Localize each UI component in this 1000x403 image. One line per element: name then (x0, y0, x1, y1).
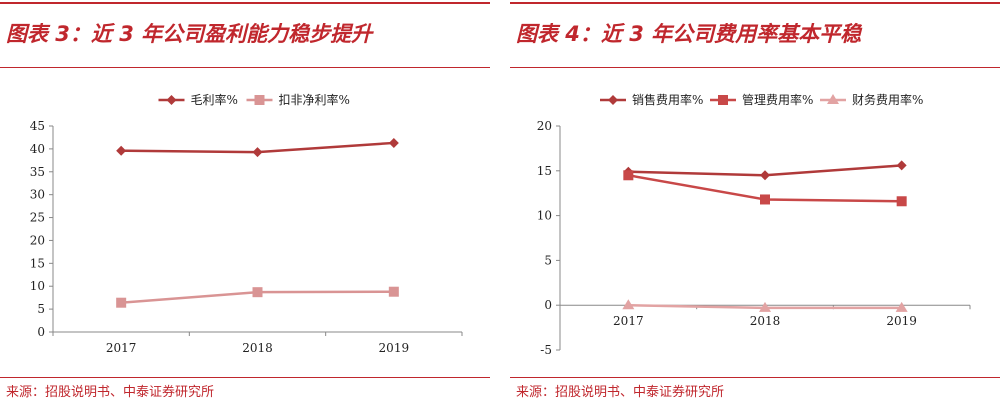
legend-label: 毛利率% (191, 92, 238, 107)
y-tick-label: 5 (544, 253, 552, 267)
data-point (896, 160, 907, 171)
data-point (760, 194, 770, 205)
source-note: 来源：招股说明书、中泰证券研究所 (516, 385, 725, 400)
data-point (623, 170, 634, 181)
right-panel: 图表 4：近 3 年公司费用率基本平稳 -5 0 5 10 15 20 2017 2018 20… (510, 0, 1000, 403)
left-panel: 图表 3：近 3 年公司盈利能力稳步提升 0 5 10 15 20 25 30 35 40 45 2… (0, 0, 490, 403)
legend-label: 扣非净利率% (279, 92, 350, 107)
y-tick-label: 20 (30, 233, 45, 247)
bottom-rule (510, 377, 1000, 378)
y-tick-label: 20 (537, 119, 552, 133)
x-tick-label: 2017 (106, 341, 137, 355)
chart-title: 图表 4：近 3 年公司费用率基本平稳 (516, 22, 862, 46)
y-tick-label: 10 (537, 209, 552, 223)
x-tick-label: 2018 (242, 341, 273, 355)
y-tick-label: 25 (30, 211, 45, 225)
expense-ratio-chart: -5 0 5 10 15 20 2017 2018 2019 销售费用率% 管理费用率% 财务费用率% (537, 92, 971, 357)
bottom-rule (0, 377, 490, 378)
data-point (622, 299, 635, 310)
y-tick-label: 45 (30, 119, 45, 133)
y-tick-label: 15 (537, 164, 552, 178)
legend-marker (718, 95, 728, 105)
chart-title: 图表 3：近 3 年公司盈利能力稳步提升 (6, 22, 373, 46)
data-point (116, 145, 127, 156)
data-point (252, 287, 263, 298)
x-tick-label: 2018 (750, 314, 781, 328)
legend-label: 销售费用率% (632, 92, 703, 107)
x-tick-label: 2019 (886, 314, 917, 328)
legend-marker (166, 95, 177, 105)
top-rule (0, 2, 490, 4)
y-tick-label: 0 (544, 298, 552, 312)
data-point (759, 301, 771, 312)
y-tick-label: 5 (37, 302, 45, 316)
data-point (388, 137, 399, 148)
data-point (760, 170, 770, 181)
data-point (252, 147, 263, 158)
title-rule (510, 67, 1000, 68)
profitability-chart: 0 5 10 15 20 25 30 35 40 45 2017 2018 2019 毛利率% 扣非净利率% (30, 92, 463, 355)
data-point (116, 297, 127, 308)
y-tick-label: -5 (540, 343, 552, 357)
legend-marker (608, 95, 618, 105)
y-tick-label: 15 (30, 256, 45, 270)
legend-label: 财务费用率% (852, 92, 923, 107)
y-tick-label: 0 (37, 325, 45, 339)
y-tick-label: 35 (30, 165, 45, 179)
data-point (388, 286, 399, 297)
data-point (895, 301, 908, 312)
legend-marker (254, 95, 265, 105)
x-tick-label: 2017 (613, 314, 644, 328)
y-tick-label: 10 (30, 279, 45, 293)
y-tick-label: 40 (30, 142, 45, 156)
y-tick-label: 30 (30, 188, 45, 202)
data-point (896, 196, 907, 207)
x-tick-label: 2019 (379, 341, 410, 355)
legend-label: 管理费用率% (742, 92, 813, 107)
title-rule (0, 67, 490, 68)
legend-marker (827, 94, 839, 104)
source-note: 来源：招股说明书、中泰证券研究所 (6, 385, 215, 400)
top-rule (510, 2, 1000, 4)
